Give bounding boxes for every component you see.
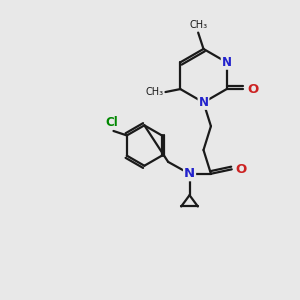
Text: N: N xyxy=(184,167,195,180)
Text: O: O xyxy=(235,163,247,176)
Text: N: N xyxy=(222,56,232,69)
Text: N: N xyxy=(199,96,208,109)
Text: Cl: Cl xyxy=(106,116,118,129)
Text: CH₃: CH₃ xyxy=(189,20,207,30)
Text: CH₃: CH₃ xyxy=(146,87,164,97)
Text: O: O xyxy=(248,82,259,96)
